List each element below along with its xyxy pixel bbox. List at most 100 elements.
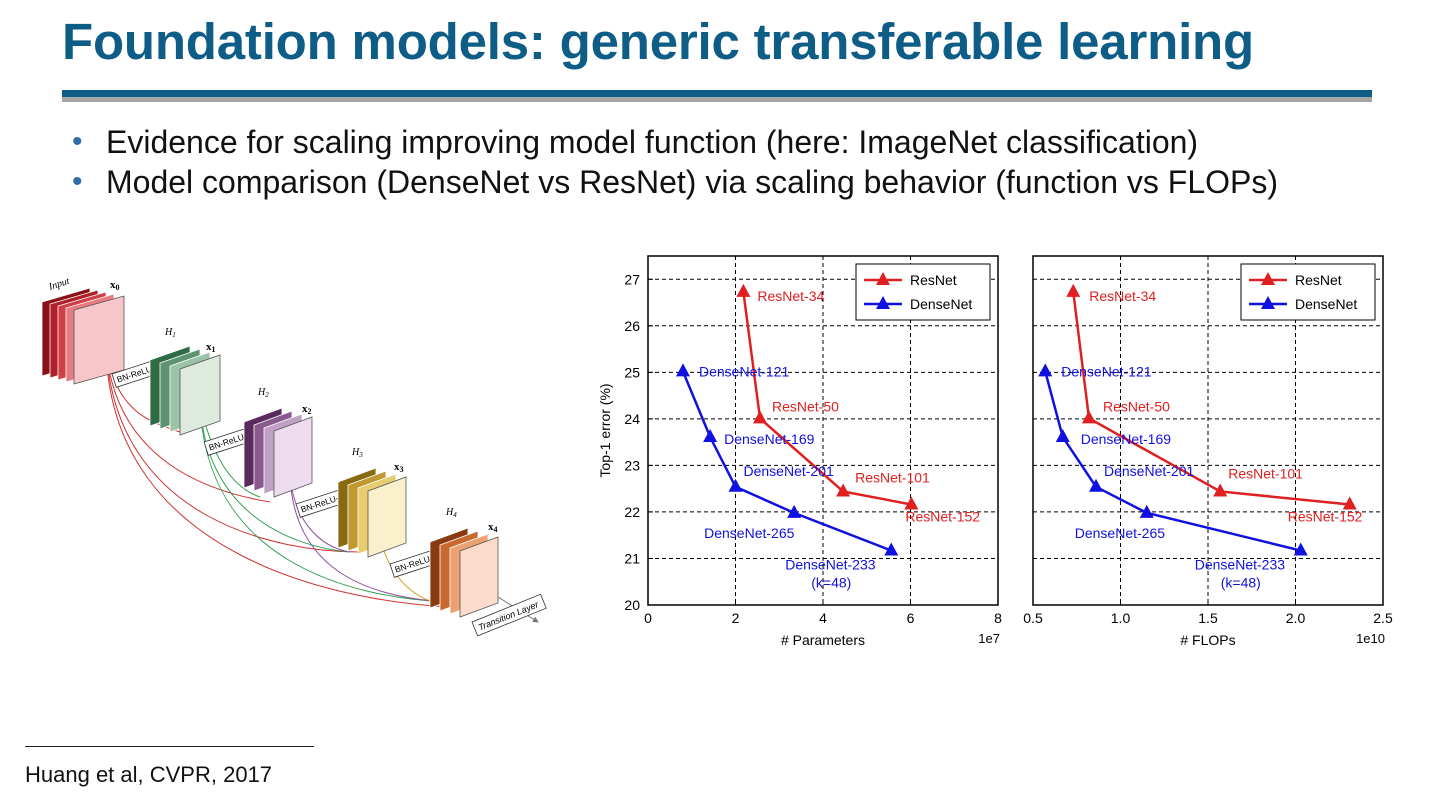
slide-title: Foundation models: generic transferable … [62, 13, 1254, 70]
connection-curve [199, 401, 351, 553]
y-tick-label: 27 [624, 271, 640, 287]
y-tick-label: 24 [624, 411, 640, 427]
data-point-densenet [1089, 478, 1103, 492]
input-label: Input [47, 276, 72, 293]
x-label: x1 [206, 341, 216, 354]
y-tick-label: 20 [624, 597, 640, 613]
legend-entry: ResNet [1295, 272, 1342, 288]
h-label: H3 [351, 447, 363, 459]
data-point-resnet [1342, 496, 1357, 510]
data-label: DenseNet-121 [699, 363, 789, 379]
legend-swatch-marker [1261, 272, 1275, 285]
data-label: ResNet-34 [1089, 288, 1156, 304]
data-label: DenseNet-265 [1075, 525, 1165, 541]
h-label: H1 [164, 327, 176, 339]
h-label: H4 [445, 507, 457, 519]
connection-curve [105, 346, 361, 553]
data-point-resnet [1066, 283, 1081, 297]
data-label: DenseNet-169 [1081, 431, 1171, 447]
data-label: ResNet-152 [1288, 508, 1363, 524]
feature-maps-x2 [243, 407, 313, 498]
legend-box [855, 263, 991, 321]
series-line-densenet [1044, 371, 1302, 552]
legend-swatch-marker [876, 272, 890, 285]
data-label: DenseNet-233 (k=48) [785, 557, 875, 591]
data-label: ResNet-50 [1103, 398, 1170, 414]
connection-curve [289, 476, 446, 603]
input-feature-maps [41, 287, 125, 385]
x-tick-label: 2.5 [1373, 610, 1393, 626]
y-tick-label: 22 [624, 504, 640, 520]
data-point-resnet [836, 483, 851, 497]
series-line-resnet [742, 291, 912, 506]
data-point-resnet [736, 283, 751, 297]
chart-marks: ResNet-34 ResNet-50 ResNet-101 ResNet-152 De… [676, 283, 980, 591]
series-line-resnet [1072, 291, 1350, 506]
data-point-resnet [1213, 483, 1228, 497]
y-tick-label: 25 [624, 364, 640, 380]
y-tick-label: 23 [624, 457, 640, 473]
bullet-text: Model comparison (DenseNet vs ResNet) vi… [106, 164, 1279, 200]
bullet-dot-icon: • [72, 125, 83, 158]
data-label: DenseNet-169 [724, 431, 814, 447]
title-rule-blue [62, 90, 1372, 97]
feature-maps-x3 [337, 467, 407, 558]
data-point-densenet [728, 478, 743, 492]
x-tick-label: 0 [644, 610, 652, 626]
x-scale-label: 1e10 [1356, 631, 1385, 646]
x-tick-label: 1.5 [1198, 610, 1218, 626]
data-point-densenet [1139, 504, 1154, 518]
connection-curve [199, 401, 446, 603]
data-point-densenet [703, 429, 718, 443]
bullet-list: • Evidence for scaling improving model fu… [72, 122, 1372, 202]
data-label: ResNet-101 [855, 469, 930, 485]
y-tick-label: 21 [624, 550, 640, 566]
data-point-densenet [676, 363, 690, 377]
x-axis-label: # FLOPs [1180, 632, 1235, 648]
bullet-item: • Evidence for scaling improving model fu… [72, 122, 1372, 162]
chart-legend: ResNet DenseNet [855, 263, 991, 321]
data-point-densenet [884, 542, 899, 556]
title-rule-gray [62, 97, 1372, 102]
data-label: DenseNet-201 [744, 463, 834, 479]
bullet-item: • Model comparison (DenseNet vs ResNet) v… [72, 162, 1372, 202]
x-label: x2 [302, 403, 312, 416]
data-label: ResNet-152 [905, 508, 980, 524]
feature-maps-x1 [149, 345, 221, 436]
data-label: DenseNet-233 (k=48) [1195, 557, 1285, 591]
chart-error-vs-flops: 0.5 1.0 1.5 2.0 2.5 ResNet-34ResNet-50ResNet… [1023, 255, 1393, 648]
bullet-dot-icon: • [72, 165, 83, 198]
legend-entry: ResNet [910, 272, 957, 288]
legend-entry: DenseNet [910, 296, 972, 312]
x-label: x4 [488, 521, 498, 534]
x-tick-label: 2 [732, 610, 740, 626]
data-label: ResNet-50 [772, 398, 839, 414]
x-axis-label: # Parameters [781, 632, 865, 648]
data-point-densenet [787, 504, 802, 518]
y-axis-label: Top-1 error (%) [597, 383, 613, 477]
data-label: ResNet-101 [1228, 465, 1303, 481]
data-point-resnet [1082, 410, 1096, 424]
data-point-densenet [1038, 363, 1053, 377]
x-tick-label: 1.0 [1111, 610, 1131, 626]
x-tick-label: 0.5 [1023, 610, 1043, 626]
x-label: x3 [394, 461, 404, 474]
x-scale-label: 1e7 [978, 631, 1000, 646]
x-label: x0 [110, 279, 120, 292]
data-point-resnet [904, 496, 919, 510]
data-label: DenseNet-201 [1104, 463, 1194, 479]
densenet-block-diagram: Input x0 BN-ReLU-Conv H1 x1 BN-ReLU-Conv… [41, 276, 547, 637]
connection-curve [105, 346, 271, 503]
x-tick-label: 6 [907, 610, 915, 626]
y-tick-label: 26 [624, 318, 640, 334]
feature-maps-x4 [429, 527, 499, 618]
data-point-resnet [753, 410, 767, 424]
data-point-densenet [1055, 429, 1070, 443]
h-label: H2 [257, 387, 269, 399]
x-tick-label: 8 [994, 610, 1002, 626]
chart-marks: ResNet-34 ResNet-50 ResNet-101 ResNet-152 De… [1038, 283, 1363, 591]
data-point-densenet [1293, 542, 1308, 556]
bullet-text: Evidence for scaling improving model fun… [106, 124, 1199, 160]
